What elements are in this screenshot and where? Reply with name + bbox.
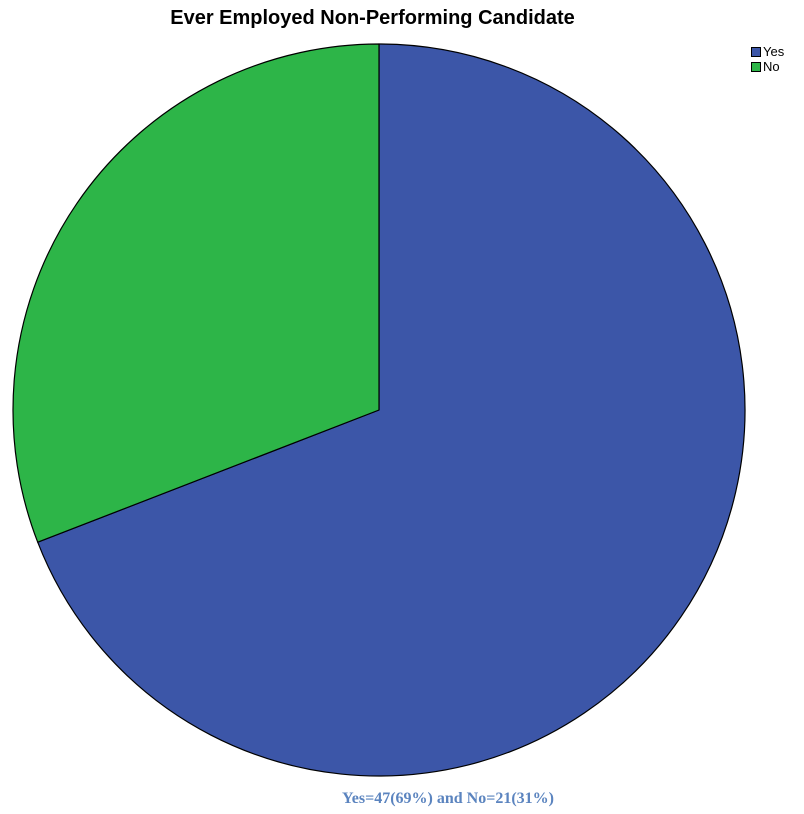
legend-item-yes: Yes bbox=[751, 44, 784, 59]
pie-slice-no bbox=[12, 43, 380, 543]
caption: Yes=47(69%) and No=21(31%) bbox=[342, 790, 555, 807]
legend-label-yes: Yes bbox=[763, 44, 785, 59]
pie-slice-yes bbox=[37, 43, 746, 777]
legend-swatch-no bbox=[751, 61, 761, 72]
legend-label-no: No bbox=[763, 59, 780, 74]
chart-title: Ever Employed Non-Performing Candidate bbox=[170, 7, 575, 29]
legend-item-no: No bbox=[751, 59, 784, 74]
legend-swatch-yes bbox=[751, 46, 761, 57]
legend: Yes No bbox=[751, 44, 784, 74]
